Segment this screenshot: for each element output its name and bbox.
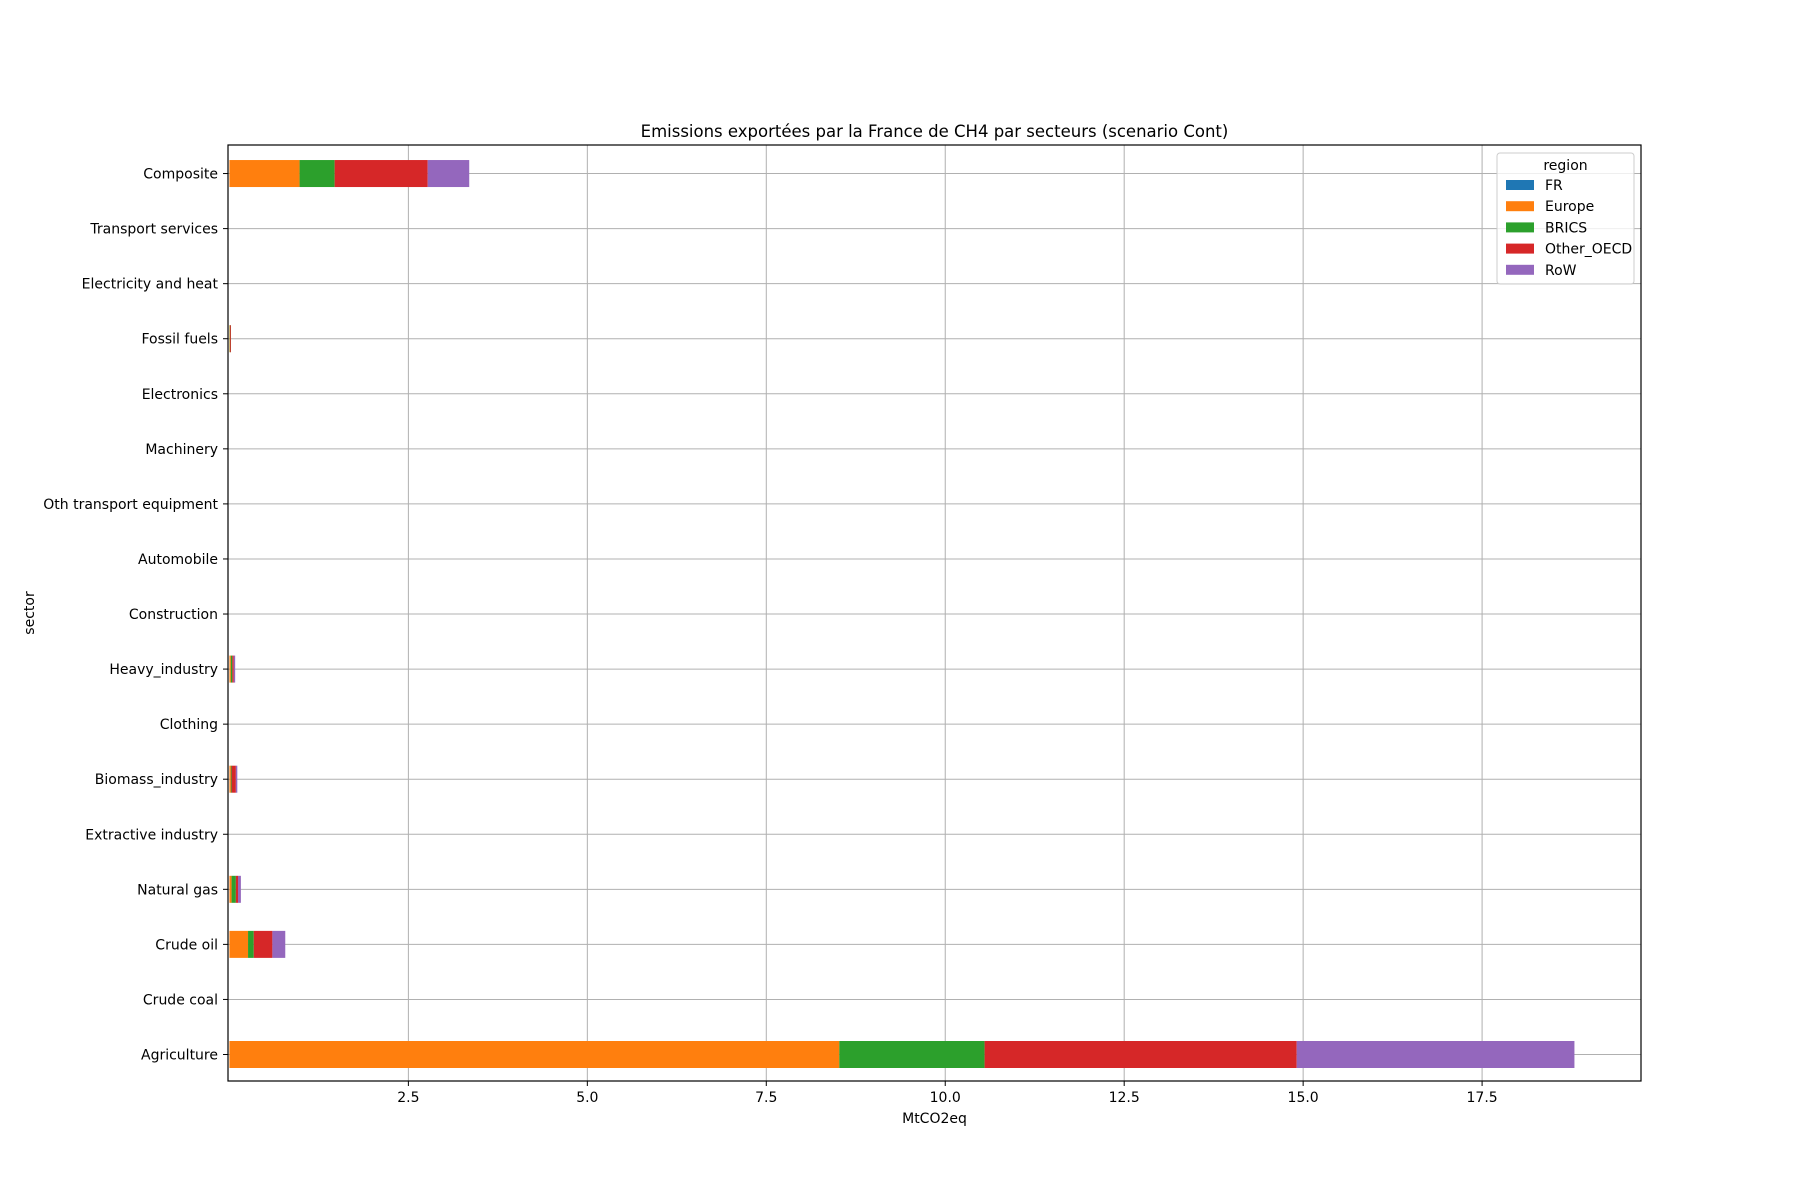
legend-swatch-europe [1506,201,1534,212]
bar-composite-row [427,160,470,188]
legend-label-europe: Europe [1545,199,1594,215]
bars [229,160,1575,1068]
bar-biomass-industry-other-oecd [231,765,236,793]
y-tick-label-machinery: Machinery [145,442,218,458]
legend-label-row: RoW [1545,263,1577,279]
y-axis-label: sector [22,591,38,635]
y-tick-label-automobile: Automobile [138,552,218,568]
y-tick-label-heavy-industry: Heavy_industry [109,662,218,678]
legend-title: region [1543,158,1587,174]
x-tick-label: 7.5 [755,1090,777,1106]
legend-swatch-other-oecd [1506,243,1534,254]
bar-heavy-industry-brics [230,655,233,683]
bar-crude-oil-row [272,930,286,958]
chart-title: Emissions exportées par la France de CH4… [641,122,1229,141]
y-tick-label-crude-coal: Crude coal [143,992,218,1008]
plot-frame [227,144,1642,1082]
bar-crude-oil-europe [229,930,249,958]
x-tick-label: 17.5 [1467,1090,1498,1106]
bar-heavy-industry-row [233,655,236,683]
legend-swatch-brics [1506,222,1534,233]
legend-swatch-fr [1506,180,1534,190]
x-tick-label: 2.5 [397,1090,419,1106]
bar-fossil-fuels-other-oecd [230,325,231,353]
x-axis-ticks: 2.5 5.0 7.5 10.0 12.5 15.0 17.5 [397,1081,1498,1106]
bar-agriculture-europe [229,1041,840,1068]
x-axis-label: MtCO2eq [902,1111,967,1127]
bar-heavy-industry-europe [229,655,231,683]
legend-label-fr: FR [1545,178,1563,194]
bar-crude-oil-other-oecd [253,930,273,958]
bar-biomass-industry-brics [230,765,232,793]
y-tick-label-agriculture: Agriculture [141,1048,218,1064]
y-tick-label-composite: Composite [143,167,218,183]
y-tick-label-fossil-fuels: Fossil fuels [141,332,218,348]
x-tick-label: 10.0 [930,1090,961,1106]
y-tick-label-electricity-and-heat: Electricity and heat [82,277,219,293]
y-tick-label-clothing: Clothing [160,717,218,733]
x-tick-label: 5.0 [576,1090,598,1106]
bar-agriculture-brics [839,1041,985,1068]
bar-composite-europe [229,160,300,188]
x-tick-label: 12.5 [1109,1090,1140,1106]
y-tick-label-transport-services: Transport services [89,222,218,238]
bar-agriculture-row [1296,1041,1575,1068]
bar-crude-oil-brics [248,930,254,958]
bar-biomass-industry-europe [229,765,231,793]
y-tick-label-oth-transport-equipment: Oth transport equipment [43,497,218,513]
legend-label-brics: BRICS [1545,220,1587,236]
grid [228,145,1641,1081]
bar-agriculture-other-oecd [984,1041,1297,1068]
bar-natural-gas-other-oecd [235,875,239,903]
bar-natural-gas-europe [229,875,232,903]
bar-composite-brics [299,160,335,188]
y-tick-label-biomass-industry: Biomass_industry [95,772,218,788]
y-tick-label-crude-oil: Crude oil [155,937,218,953]
legend-swatch-row [1506,264,1534,275]
bar-biomass-industry-row [235,765,238,793]
y-tick-label-extractive-industry: Extractive industry [85,827,218,843]
legend: region FR Europe BRICS Other_OECD RoW [1496,152,1635,285]
y-tick-label-electronics: Electronics [142,387,218,403]
legend-label-other-oecd: Other_OECD [1545,242,1632,258]
y-tick-label-construction: Construction [129,607,218,623]
bar-heavy-industry-other-oecd [232,655,234,683]
bar-composite-other-oecd [334,160,428,188]
y-tick-label-natural-gas: Natural gas [137,882,218,898]
y-axis-ticks: Agriculture Crude coal Crude oil Natural ga… [43,167,228,1064]
bar-natural-gas-brics [231,875,236,903]
bar-natural-gas-row [238,875,241,903]
x-tick-label: 15.0 [1288,1090,1319,1106]
